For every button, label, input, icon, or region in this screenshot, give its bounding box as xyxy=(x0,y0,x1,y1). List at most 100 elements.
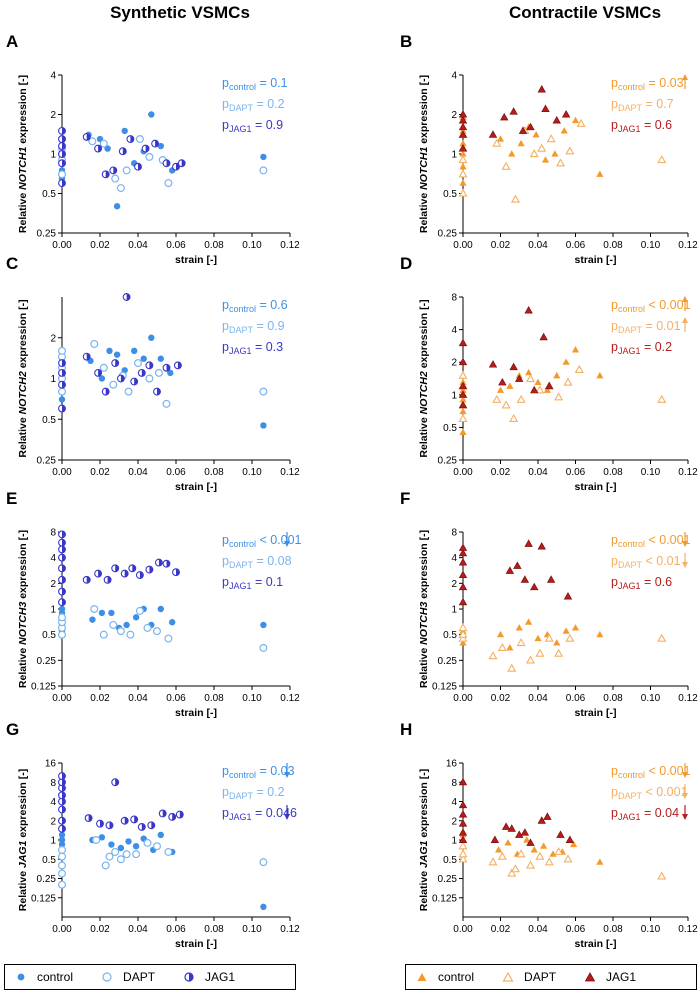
data-point-jag1-half xyxy=(177,361,182,369)
y-tick-label: 4 xyxy=(50,553,56,564)
data-point-jag1 xyxy=(458,543,468,551)
data-point-control xyxy=(459,113,467,121)
data-point-control xyxy=(58,355,66,362)
data-point-jag1 xyxy=(101,170,110,179)
data-point-control xyxy=(571,624,580,631)
data-point-jag1 xyxy=(130,815,139,824)
legend-synthetic: control DAPT JAG1 xyxy=(4,964,296,990)
data-point-jag1-half xyxy=(62,772,66,780)
data-point-jag1-ring xyxy=(58,404,66,413)
data-point-jag1 xyxy=(530,582,539,591)
p-label: p xyxy=(611,764,618,778)
legend-label-control: control xyxy=(37,970,74,984)
data-point-dapt xyxy=(574,364,584,373)
data-point-jag1-ring xyxy=(58,545,66,554)
p-value-number: 0.9 xyxy=(267,319,284,333)
data-point-jag1-half xyxy=(145,145,150,152)
data-point-jag1-half xyxy=(62,127,66,135)
data-point-dapt xyxy=(525,374,536,383)
data-point-control xyxy=(169,619,176,626)
data-point-control xyxy=(58,609,66,617)
data-point-jag1-ring xyxy=(128,564,137,573)
data-point-jag1 xyxy=(172,568,180,577)
data-point-control xyxy=(157,831,164,839)
data-point-jag1 xyxy=(565,835,575,843)
data-point-dapt xyxy=(458,413,468,422)
data-point-dapt xyxy=(563,854,573,863)
x-tick-label: 0.06 xyxy=(166,693,186,704)
data-point-jag1-ring xyxy=(58,368,66,377)
data-point-dapt xyxy=(57,630,66,639)
arrow-down-icon xyxy=(682,763,688,778)
data-point-jag1-half xyxy=(98,369,102,377)
data-point-dapt xyxy=(501,161,511,170)
data-point-dapt xyxy=(554,847,564,856)
data-point-dapt xyxy=(111,847,120,856)
legend-item-dapt: DAPT xyxy=(502,970,556,984)
data-point-jag1-ring xyxy=(58,805,66,814)
data-point-jag1 xyxy=(153,387,161,396)
data-point-jag1 xyxy=(58,772,66,781)
data-point-control xyxy=(534,634,542,642)
data-point-dapt xyxy=(111,174,120,183)
data-point-control xyxy=(157,605,164,613)
x-tick-label: 0.10 xyxy=(641,693,661,704)
data-point-jag1 xyxy=(513,561,522,569)
data-point-jag1 xyxy=(458,109,468,118)
data-point-dapt xyxy=(158,156,167,165)
x-tick-label: 0.02 xyxy=(491,240,511,251)
data-point-jag1-ring xyxy=(82,132,91,141)
p-label: p xyxy=(222,118,229,132)
data-point-jag1 xyxy=(458,122,468,131)
data-point-dapt xyxy=(458,155,468,164)
p-subscript: DAPT xyxy=(618,560,643,570)
data-point-dapt xyxy=(458,841,468,850)
data-point-control xyxy=(104,145,111,152)
data-point-control xyxy=(140,605,147,613)
arrow-down-icon xyxy=(682,784,688,799)
data-point-control xyxy=(89,616,96,623)
data-point-dapt xyxy=(492,138,502,147)
arrow-down-icon xyxy=(284,805,290,820)
x-tick-label: 0.00 xyxy=(52,924,72,935)
data-point-dapt xyxy=(458,633,468,642)
arrow-head xyxy=(682,541,688,547)
data-point-dapt xyxy=(458,143,468,152)
data-point-dapt xyxy=(145,374,154,383)
p-value-jag1: pJAG1 = 0.6 xyxy=(611,118,672,134)
data-point-jag1-ring xyxy=(58,598,66,607)
data-point-jag1-ring xyxy=(82,575,91,584)
data-point-dapt xyxy=(57,363,66,372)
data-point-jag1-half xyxy=(98,570,102,578)
data-point-jag1-half xyxy=(172,813,176,821)
x-tick-label: 0.02 xyxy=(90,924,110,935)
y-tick-label: 2 xyxy=(50,816,56,827)
data-point-jag1-half xyxy=(124,570,129,578)
data-point-jag1 xyxy=(172,162,180,171)
p-subscript: JAG1 xyxy=(618,346,641,356)
arrow-head xyxy=(682,74,688,80)
data-point-jag1-ring xyxy=(82,352,91,361)
arrow-up-icon xyxy=(682,317,688,332)
p-label: p xyxy=(222,806,229,820)
p-subscript: DAPT xyxy=(229,325,254,335)
y-axis-label-part: Relative xyxy=(418,190,430,233)
p-value-number: 0.7 xyxy=(656,97,673,111)
y-tick-label: 2 xyxy=(451,358,457,369)
x-tick-label: 0.04 xyxy=(528,240,548,251)
data-point-jag1 xyxy=(137,822,146,831)
y-axis-label-part: expression [-] xyxy=(17,530,29,602)
data-point-jag1-ring xyxy=(162,159,171,168)
data-point-jag1-half xyxy=(62,798,66,805)
data-point-dapt xyxy=(458,400,468,409)
data-point-dapt xyxy=(458,629,468,638)
data-point-control xyxy=(123,621,130,629)
y-axis-label: Relative NOTCH3 expression [-] xyxy=(418,530,430,688)
x-tick-label: 0.04 xyxy=(128,924,148,935)
y-tick-label: 8 xyxy=(50,778,56,789)
data-point-control xyxy=(85,131,92,139)
data-point-control xyxy=(58,627,66,635)
data-point-jag1-half xyxy=(149,566,153,573)
data-point-jag1 xyxy=(552,115,561,124)
